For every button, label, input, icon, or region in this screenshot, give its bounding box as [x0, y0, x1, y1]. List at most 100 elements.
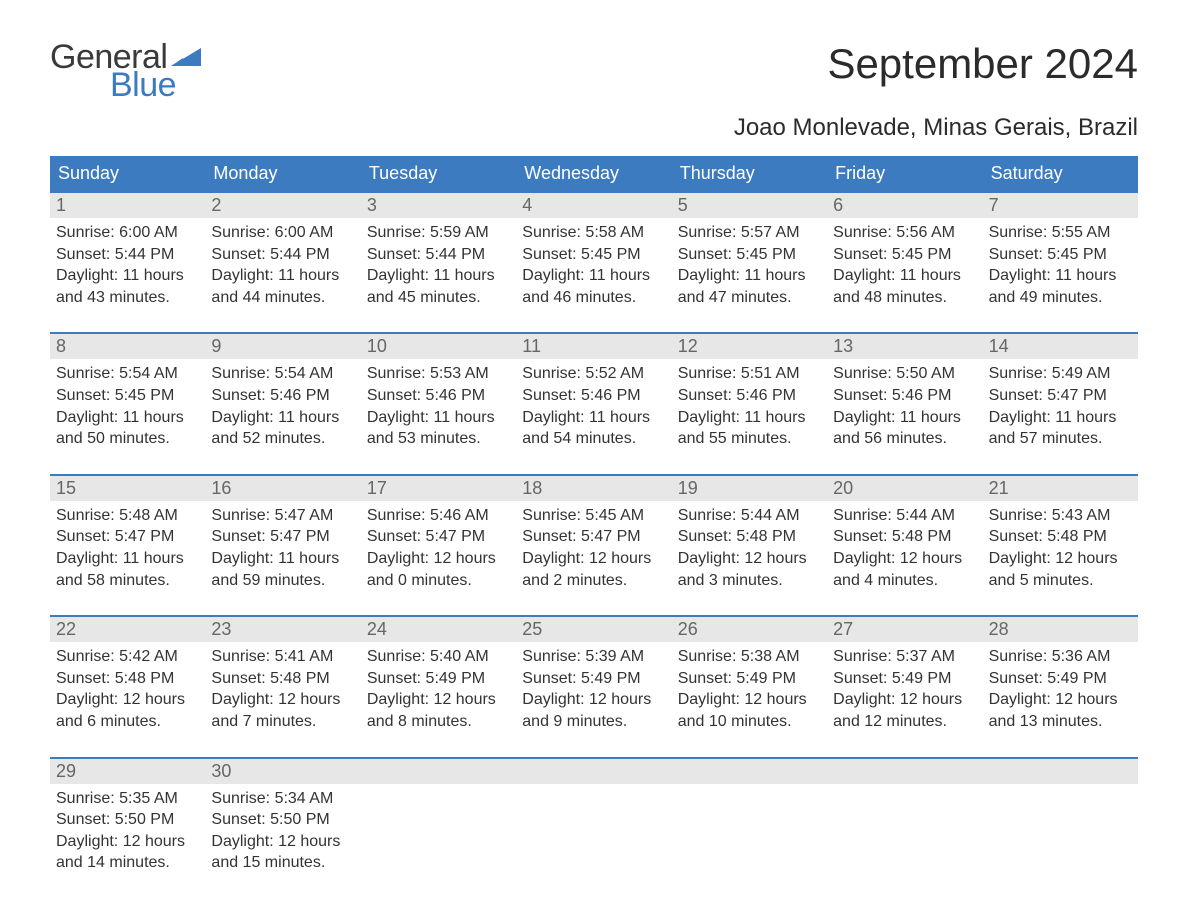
month-title: September 2024 [827, 40, 1138, 88]
sunrise-text: Sunrise: 5:59 AM [367, 222, 508, 244]
sunrise-text: Sunrise: 5:38 AM [678, 646, 819, 668]
sunset-text: Sunset: 5:45 PM [678, 244, 819, 266]
day-cell: Sunrise: 5:54 AMSunset: 5:45 PMDaylight:… [50, 359, 205, 453]
day-number: 26 [672, 617, 827, 642]
day-cell: Sunrise: 5:53 AMSunset: 5:46 PMDaylight:… [361, 359, 516, 453]
daylight-text-1: Daylight: 11 hours [833, 265, 974, 287]
day-number: 15 [50, 476, 205, 501]
day-cell: Sunrise: 5:44 AMSunset: 5:48 PMDaylight:… [827, 501, 982, 595]
sunset-text: Sunset: 5:48 PM [989, 526, 1130, 548]
day-cell: Sunrise: 5:46 AMSunset: 5:47 PMDaylight:… [361, 501, 516, 595]
sunset-text: Sunset: 5:46 PM [367, 385, 508, 407]
day-number: 11 [516, 334, 671, 359]
sunrise-text: Sunrise: 5:40 AM [367, 646, 508, 668]
day-number: 2 [205, 193, 360, 218]
daylight-text-2: and 7 minutes. [211, 711, 352, 733]
day-cell [672, 784, 827, 878]
daylight-text-1: Daylight: 11 hours [522, 265, 663, 287]
daylight-text-2: and 57 minutes. [989, 428, 1130, 450]
daylight-text-2: and 15 minutes. [211, 852, 352, 874]
daylight-text-1: Daylight: 12 hours [522, 548, 663, 570]
day-cell: Sunrise: 5:52 AMSunset: 5:46 PMDaylight:… [516, 359, 671, 453]
daylight-text-1: Daylight: 11 hours [211, 548, 352, 570]
dow-cell: Saturday [983, 156, 1138, 191]
daylight-text-2: and 8 minutes. [367, 711, 508, 733]
day-number: 21 [983, 476, 1138, 501]
daylight-text-2: and 44 minutes. [211, 287, 352, 309]
dow-cell: Sunday [50, 156, 205, 191]
day-cell [827, 784, 982, 878]
daylight-text-2: and 48 minutes. [833, 287, 974, 309]
daylight-text-1: Daylight: 11 hours [678, 407, 819, 429]
day-number: 4 [516, 193, 671, 218]
sunrise-text: Sunrise: 5:53 AM [367, 363, 508, 385]
sunrise-text: Sunrise: 5:42 AM [56, 646, 197, 668]
daylight-text-1: Daylight: 12 hours [833, 689, 974, 711]
day-cell: Sunrise: 5:55 AMSunset: 5:45 PMDaylight:… [983, 218, 1138, 312]
daylight-text-2: and 12 minutes. [833, 711, 974, 733]
sunrise-text: Sunrise: 5:41 AM [211, 646, 352, 668]
day-number: 29 [50, 759, 205, 784]
logo: General Blue [50, 40, 201, 102]
calendar: SundayMondayTuesdayWednesdayThursdayFrid… [50, 156, 1138, 878]
day-number: 12 [672, 334, 827, 359]
day-cell: Sunrise: 5:54 AMSunset: 5:46 PMDaylight:… [205, 359, 360, 453]
sunrise-text: Sunrise: 5:45 AM [522, 505, 663, 527]
week-row: 15161718192021Sunrise: 5:48 AMSunset: 5:… [50, 474, 1138, 595]
sunrise-text: Sunrise: 5:44 AM [678, 505, 819, 527]
sunset-text: Sunset: 5:49 PM [522, 668, 663, 690]
daynum-row: 891011121314 [50, 334, 1138, 359]
sunset-text: Sunset: 5:46 PM [211, 385, 352, 407]
daylight-text-2: and 46 minutes. [522, 287, 663, 309]
day-number: 5 [672, 193, 827, 218]
sunset-text: Sunset: 5:48 PM [56, 668, 197, 690]
day-cell: Sunrise: 5:58 AMSunset: 5:45 PMDaylight:… [516, 218, 671, 312]
sunrise-text: Sunrise: 5:50 AM [833, 363, 974, 385]
sunrise-text: Sunrise: 5:35 AM [56, 788, 197, 810]
sunrise-text: Sunrise: 5:54 AM [56, 363, 197, 385]
dow-cell: Wednesday [516, 156, 671, 191]
sunrise-text: Sunrise: 5:58 AM [522, 222, 663, 244]
daylight-text-2: and 55 minutes. [678, 428, 819, 450]
daynum-row: 22232425262728 [50, 617, 1138, 642]
sunset-text: Sunset: 5:44 PM [211, 244, 352, 266]
day-cell: Sunrise: 5:59 AMSunset: 5:44 PMDaylight:… [361, 218, 516, 312]
day-number: 13 [827, 334, 982, 359]
sunset-text: Sunset: 5:47 PM [56, 526, 197, 548]
daylight-text-1: Daylight: 11 hours [367, 265, 508, 287]
daylight-text-2: and 5 minutes. [989, 570, 1130, 592]
day-number: 6 [827, 193, 982, 218]
daylight-text-2: and 58 minutes. [56, 570, 197, 592]
daylight-text-1: Daylight: 12 hours [678, 548, 819, 570]
sunset-text: Sunset: 5:44 PM [367, 244, 508, 266]
day-cell: Sunrise: 5:37 AMSunset: 5:49 PMDaylight:… [827, 642, 982, 736]
daylight-text-2: and 54 minutes. [522, 428, 663, 450]
daylight-text-1: Daylight: 11 hours [211, 407, 352, 429]
day-number: 17 [361, 476, 516, 501]
flag-icon [171, 48, 201, 68]
day-number: 9 [205, 334, 360, 359]
sunset-text: Sunset: 5:46 PM [522, 385, 663, 407]
day-number: 28 [983, 617, 1138, 642]
day-number: 23 [205, 617, 360, 642]
sunrise-text: Sunrise: 5:46 AM [367, 505, 508, 527]
sunset-text: Sunset: 5:49 PM [833, 668, 974, 690]
daylight-text-2: and 53 minutes. [367, 428, 508, 450]
day-number: 30 [205, 759, 360, 784]
day-cell: Sunrise: 5:38 AMSunset: 5:49 PMDaylight:… [672, 642, 827, 736]
sunset-text: Sunset: 5:48 PM [678, 526, 819, 548]
sunset-text: Sunset: 5:50 PM [56, 809, 197, 831]
daylight-text-1: Daylight: 11 hours [211, 265, 352, 287]
daylight-text-1: Daylight: 11 hours [56, 548, 197, 570]
day-number [361, 759, 516, 784]
day-cell: Sunrise: 5:39 AMSunset: 5:49 PMDaylight:… [516, 642, 671, 736]
daylight-text-2: and 50 minutes. [56, 428, 197, 450]
daylight-text-2: and 59 minutes. [211, 570, 352, 592]
sunset-text: Sunset: 5:44 PM [56, 244, 197, 266]
day-number: 1 [50, 193, 205, 218]
sunset-text: Sunset: 5:45 PM [56, 385, 197, 407]
day-number: 27 [827, 617, 982, 642]
sunrise-text: Sunrise: 5:51 AM [678, 363, 819, 385]
daylight-text-2: and 9 minutes. [522, 711, 663, 733]
sunrise-text: Sunrise: 6:00 AM [211, 222, 352, 244]
